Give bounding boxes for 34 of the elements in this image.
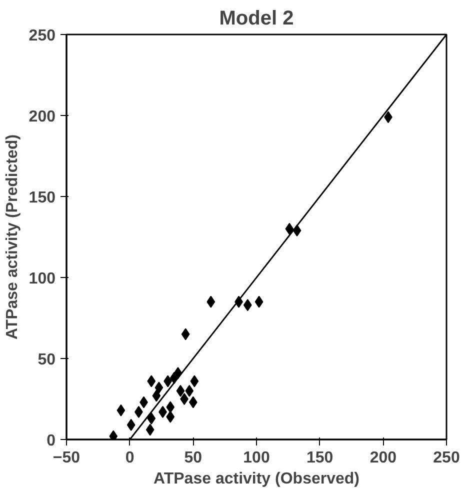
- point: [147, 375, 156, 388]
- y-tick-label: 50: [38, 352, 56, 368]
- point: [180, 393, 188, 405]
- x-tick-label: 250: [433, 450, 460, 466]
- x-tick-label: −50: [52, 450, 80, 466]
- point: [152, 390, 161, 402]
- point: [154, 382, 164, 394]
- point: [285, 222, 294, 235]
- point: [166, 401, 175, 414]
- y-tick-label: 0: [46, 432, 56, 450]
- point: [206, 296, 216, 308]
- x-tick-label: 50: [184, 450, 202, 466]
- x-tick-label: 200: [370, 450, 397, 466]
- point: [243, 299, 252, 312]
- y-axis-title: ATPase activity (Predicted): [4, 134, 21, 340]
- x-tick-label: 0: [125, 450, 134, 466]
- y-tick-label: 200: [28, 108, 56, 126]
- y-tick-label: 250: [28, 28, 56, 44]
- point: [185, 384, 194, 397]
- y-tick-label: 150: [28, 190, 56, 206]
- point: [176, 384, 185, 397]
- x-axis-title: ATPase activity (Observed): [153, 470, 360, 488]
- point: [190, 375, 199, 388]
- point: [147, 412, 156, 424]
- y-tick-label: 100: [28, 270, 56, 288]
- x-tick-label: 150: [306, 450, 334, 466]
- point: [126, 418, 136, 431]
- chart-title: Model 2: [219, 8, 294, 30]
- point: [166, 410, 175, 423]
- point: [181, 328, 190, 340]
- point: [254, 296, 264, 308]
- point: [146, 424, 154, 436]
- point: [116, 404, 126, 416]
- x-tick-label: 100: [243, 450, 270, 466]
